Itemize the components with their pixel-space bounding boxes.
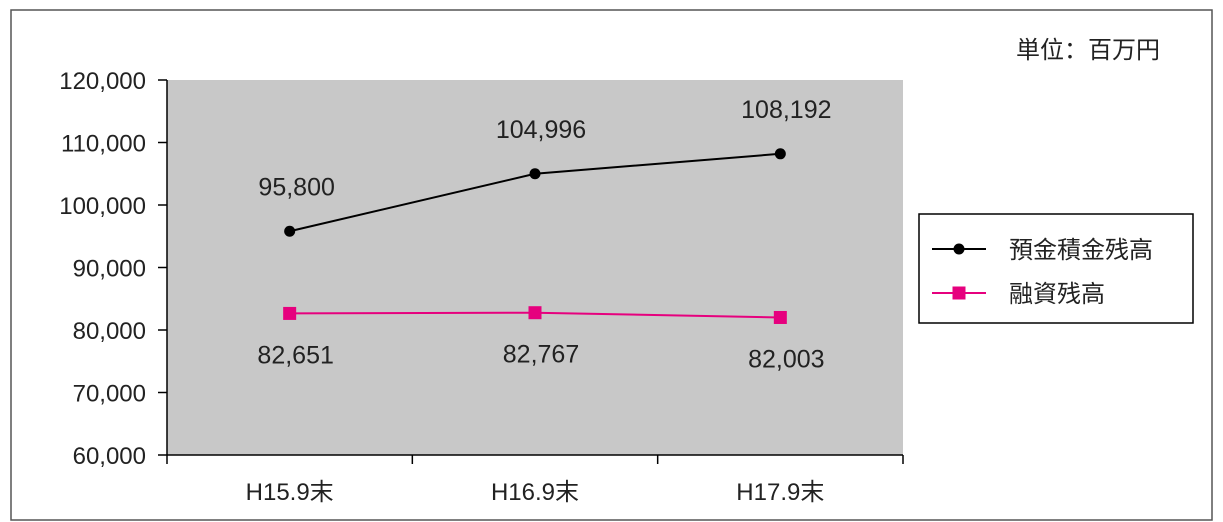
data-point — [283, 306, 297, 320]
data-label: 82,003 — [748, 345, 824, 373]
data-label: 104,996 — [496, 116, 586, 144]
legend-label: 融資残高 — [1009, 280, 1105, 308]
x-tick-label: H16.9末 — [491, 479, 579, 506]
legend-box — [918, 213, 1194, 324]
legend-label: 預金積金残高 — [1009, 236, 1153, 264]
x-tick-label: H15.9末 — [246, 479, 334, 506]
data-label: 82,767 — [503, 341, 579, 369]
axes-layer: 60,000 70,000 80,000 90,000 100,000 110,000 12… — [59, 68, 904, 506]
data-point — [773, 310, 787, 324]
data-label: 108,192 — [741, 96, 831, 124]
y-tick-label: 80,000 — [73, 318, 146, 345]
x-tick-label: H17.9末 — [736, 479, 824, 506]
y-tick-label: 110,000 — [61, 131, 146, 158]
data-point — [284, 225, 296, 237]
data-point — [528, 306, 542, 320]
unit-label: 単位：百万円 — [1016, 36, 1160, 64]
data-label: 82,651 — [257, 341, 333, 369]
y-tick-label: 120,000 — [59, 68, 146, 95]
y-tick-label: 70,000 — [73, 381, 146, 408]
legend-marker — [953, 243, 965, 255]
y-tick-label: 60,000 — [73, 443, 146, 470]
plot-area — [167, 80, 903, 455]
data-point — [774, 148, 786, 160]
y-tick-label: 90,000 — [73, 256, 146, 283]
data-label: 95,800 — [258, 173, 334, 201]
series-layer: 95,800 104,996 108,192 82,651 82,767 82,003 — [257, 96, 831, 374]
y-tick-label: 100,000 — [59, 193, 146, 220]
data-point — [529, 168, 541, 180]
legend-marker — [952, 286, 966, 300]
